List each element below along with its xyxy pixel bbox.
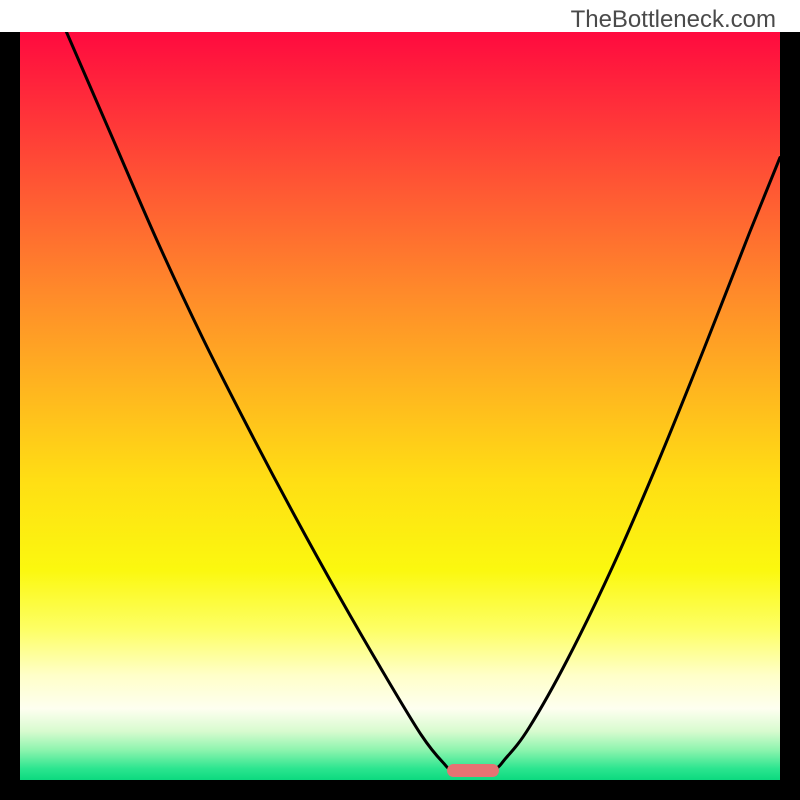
bottleneck-curve (20, 30, 780, 780)
minimum-marker (447, 764, 499, 778)
curve-path (66, 30, 780, 772)
chart-container: TheBottleneck.com (0, 0, 800, 800)
watermark-text: TheBottleneck.com (571, 6, 776, 34)
chart-plot-area (20, 30, 780, 780)
chart-frame (0, 0, 800, 800)
